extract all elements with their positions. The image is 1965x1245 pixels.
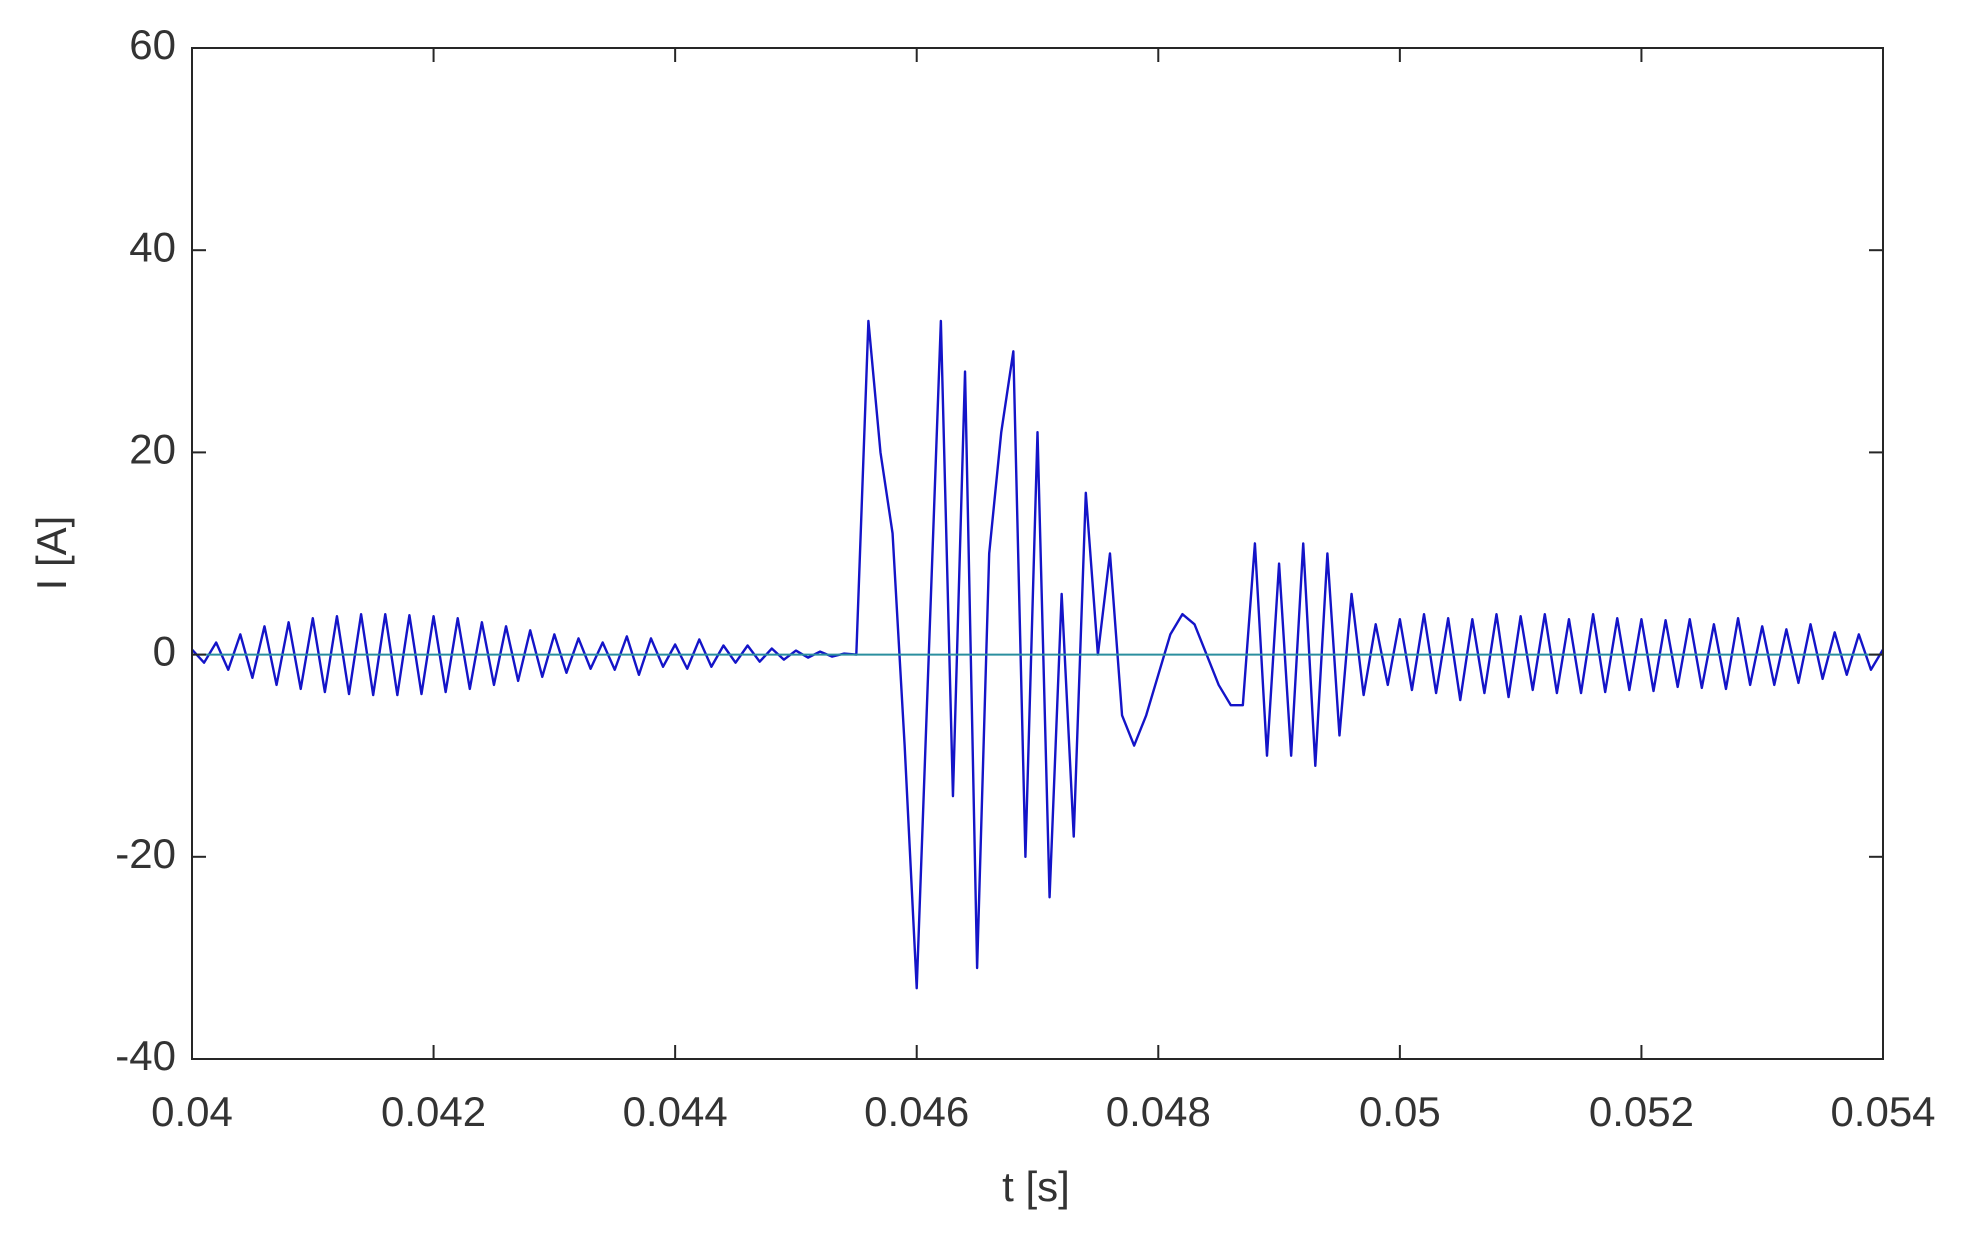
y-tick-label: 60 <box>129 21 176 68</box>
x-tick-label: 0.048 <box>1106 1088 1211 1135</box>
y-tick-label: -20 <box>115 830 176 877</box>
x-tick-label: 0.042 <box>381 1088 486 1135</box>
x-tick-label: 0.052 <box>1589 1088 1694 1135</box>
x-tick-label: 0.05 <box>1359 1088 1441 1135</box>
x-tick-label: 0.044 <box>623 1088 728 1135</box>
y-tick-label: -40 <box>115 1032 176 1079</box>
y-tick-label: 40 <box>129 223 176 270</box>
y-tick-label: 20 <box>129 425 176 472</box>
x-tick-label: 0.046 <box>864 1088 969 1135</box>
plot-frame <box>191 47 1884 1060</box>
x-tick-label: 0.054 <box>1830 1088 1935 1135</box>
y-axis-label: I [A] <box>28 516 75 591</box>
y-tick-label: 0 <box>153 628 176 675</box>
x-axis-label: t [s] <box>1002 1163 1070 1210</box>
data-line <box>191 319 1885 990</box>
x-tick-label: 0.04 <box>151 1088 233 1135</box>
